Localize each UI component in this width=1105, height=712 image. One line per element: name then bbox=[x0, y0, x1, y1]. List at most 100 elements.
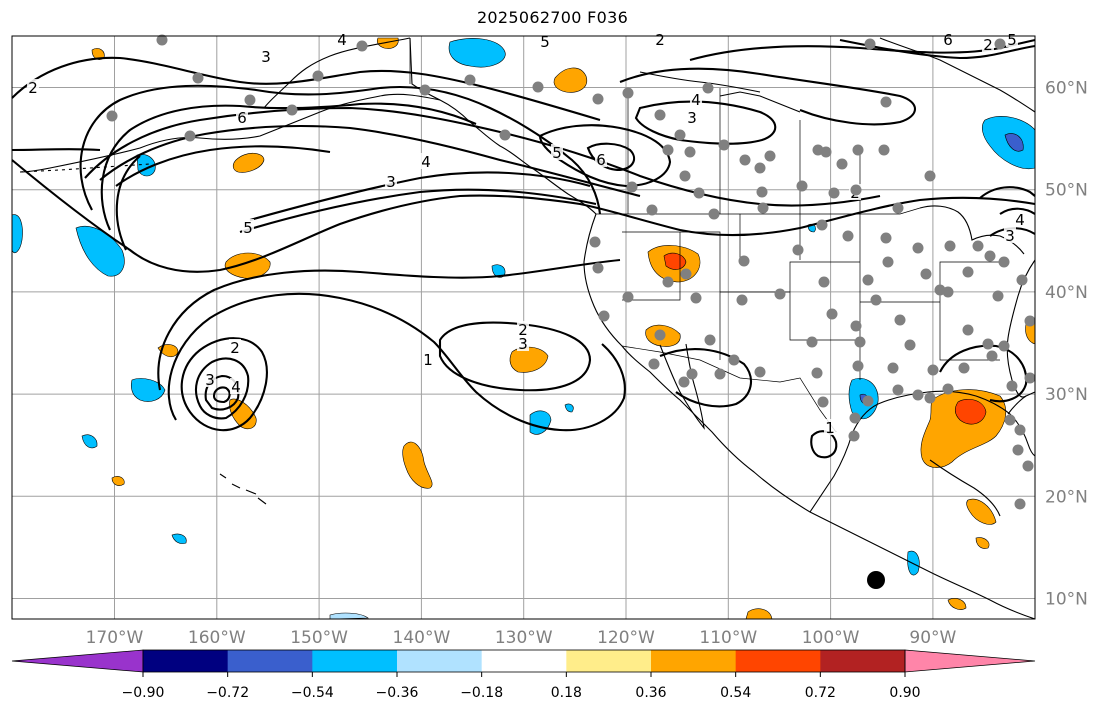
station-marker bbox=[654, 329, 666, 341]
station-marker bbox=[1022, 460, 1034, 472]
station-marker bbox=[848, 430, 860, 442]
contour-label: 1 bbox=[825, 419, 835, 437]
colorbar-tick-label: 0.90 bbox=[889, 685, 920, 701]
positive-anomaly-patch bbox=[553, 67, 588, 93]
station-marker bbox=[678, 376, 690, 388]
station-marker bbox=[792, 244, 804, 256]
contour-line bbox=[100, 102, 477, 231]
contour-label-backdrop bbox=[551, 144, 563, 160]
colorbar-extend-max bbox=[904, 649, 1036, 673]
negative-anomaly-patch bbox=[1004, 133, 1024, 152]
station-marker bbox=[718, 139, 730, 151]
colorbar-segment bbox=[312, 650, 398, 672]
contour-label: 6 bbox=[237, 109, 247, 127]
station-marker bbox=[156, 34, 168, 46]
colorbar-segment bbox=[566, 650, 652, 672]
contour-line bbox=[239, 188, 597, 234]
contour-label: 3 bbox=[386, 173, 396, 191]
station-marker bbox=[828, 187, 840, 199]
contour-label: 1 bbox=[423, 351, 433, 369]
station-marker bbox=[592, 93, 604, 105]
contour-label-backdrop bbox=[242, 219, 254, 235]
contour-line bbox=[11, 56, 601, 122]
station-marker bbox=[286, 104, 298, 116]
station-marker bbox=[648, 358, 660, 370]
station-marker bbox=[679, 170, 691, 182]
station-marker bbox=[736, 294, 748, 306]
station-marker bbox=[912, 389, 924, 401]
contour-label: 4 bbox=[421, 153, 431, 171]
contour-label: 5 bbox=[1007, 31, 1017, 49]
station-marker bbox=[1014, 424, 1026, 436]
station-marker bbox=[882, 256, 894, 268]
station-marker bbox=[998, 256, 1010, 268]
latitude-tick-label: 60°N bbox=[1045, 79, 1088, 99]
longitude-axis: 170°W 160°W 150°W 140°W 130°W 120°W 110°W 100°W… bbox=[86, 628, 957, 648]
station-marker bbox=[598, 310, 610, 322]
contour-label-backdrop bbox=[336, 31, 348, 47]
station-marker bbox=[680, 268, 692, 280]
contour-line bbox=[438, 321, 592, 392]
map-frame bbox=[11, 35, 1036, 620]
colorbar-extend-min bbox=[11, 649, 144, 673]
station-marker bbox=[836, 158, 848, 170]
state-borders bbox=[622, 214, 1000, 380]
contour-label-backdrop bbox=[517, 335, 529, 351]
negative-anomaly-patch bbox=[329, 612, 369, 620]
station-marker bbox=[962, 266, 974, 278]
station-marker bbox=[862, 395, 874, 407]
station-marker bbox=[646, 204, 658, 216]
negative-anomaly-patch bbox=[448, 38, 506, 68]
colorbar-segment bbox=[651, 650, 737, 672]
station-marker bbox=[764, 150, 776, 162]
station-marker bbox=[920, 268, 932, 280]
contour-line bbox=[659, 347, 753, 408]
station-marker bbox=[774, 288, 786, 300]
station-marker bbox=[894, 314, 906, 326]
positive-anomaly-patch bbox=[111, 476, 125, 486]
contour-label: 2 bbox=[655, 31, 665, 49]
positive-anomaly-patch bbox=[509, 346, 549, 373]
station-marker bbox=[1006, 380, 1018, 392]
station-marker bbox=[927, 364, 939, 376]
station-marker bbox=[662, 276, 674, 288]
contour-label-backdrop bbox=[204, 371, 216, 387]
colorbar-segment bbox=[397, 650, 483, 672]
contour-label-backdrop bbox=[422, 351, 434, 367]
contour-label-backdrop bbox=[982, 36, 994, 52]
station-marker bbox=[654, 109, 666, 121]
contour-label: 4 bbox=[691, 91, 701, 109]
negative-anomaly-patch bbox=[564, 403, 574, 413]
gulf-coast bbox=[809, 390, 1036, 513]
station-marker bbox=[686, 368, 698, 380]
latitude-tick-label: 50°N bbox=[1045, 181, 1088, 201]
positive-anomaly-patch bbox=[376, 37, 399, 49]
map-title: 2025062700 F036 bbox=[476, 8, 629, 27]
station-marker bbox=[184, 130, 196, 142]
station-marker bbox=[912, 242, 924, 254]
contour-label-backdrop bbox=[1004, 227, 1016, 243]
station-marker bbox=[892, 202, 904, 214]
station-marker bbox=[887, 362, 899, 374]
contour-line bbox=[689, 38, 1036, 62]
longitude-tick-label: 90°W bbox=[909, 628, 956, 648]
station-marker bbox=[816, 219, 828, 231]
canada-coast bbox=[639, 71, 761, 93]
station-marker bbox=[714, 368, 726, 380]
colorbar-tick-label: −0.18 bbox=[460, 685, 503, 701]
contour-label-backdrop bbox=[824, 419, 836, 435]
contour-label: 5 bbox=[243, 219, 253, 237]
station-marker bbox=[862, 274, 874, 286]
contour-label-backdrop bbox=[690, 91, 702, 107]
contour-label: 2 bbox=[518, 321, 528, 339]
station-marker bbox=[892, 384, 904, 396]
station-marker bbox=[986, 350, 998, 362]
contour-label-backdrop bbox=[260, 48, 272, 64]
station-marker bbox=[754, 366, 766, 378]
station-marker bbox=[693, 187, 705, 199]
contour-label-backdrop bbox=[229, 339, 241, 355]
latitude-tick-label: 10°N bbox=[1045, 590, 1088, 610]
station-marker bbox=[864, 38, 876, 50]
colorbar-tick-label: −0.72 bbox=[206, 685, 249, 701]
latitude-tick-label: 30°N bbox=[1045, 385, 1088, 405]
